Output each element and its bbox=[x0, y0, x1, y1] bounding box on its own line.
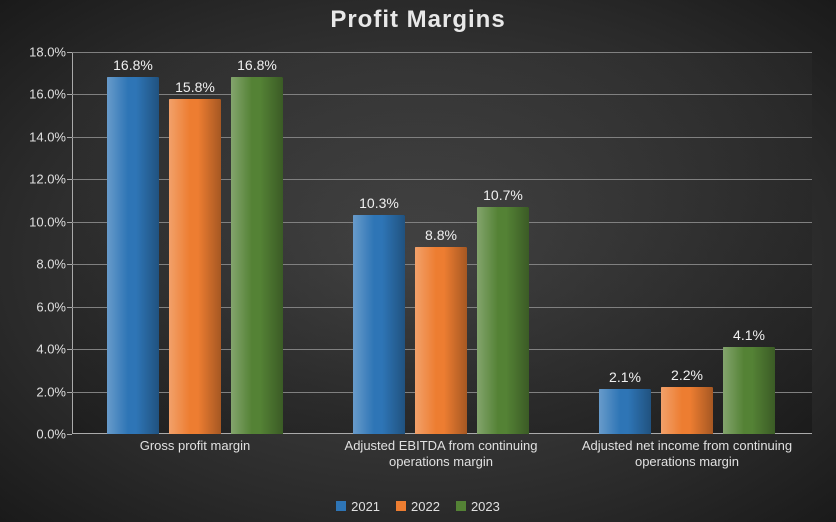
bar bbox=[599, 389, 651, 434]
y-tick-mark bbox=[67, 179, 72, 180]
data-label: 2.2% bbox=[671, 367, 703, 383]
bar bbox=[107, 77, 159, 434]
y-tick-mark bbox=[67, 94, 72, 95]
y-tick-mark bbox=[67, 349, 72, 350]
y-tick-mark bbox=[67, 222, 72, 223]
y-tick-label: 0.0% bbox=[10, 427, 66, 442]
data-label: 16.8% bbox=[237, 57, 277, 73]
gridline bbox=[72, 52, 812, 53]
data-label: 4.1% bbox=[733, 327, 765, 343]
legend-swatch bbox=[396, 501, 406, 511]
legend-item: 2023 bbox=[456, 499, 500, 514]
legend-swatch bbox=[336, 501, 346, 511]
data-label: 2.1% bbox=[609, 369, 641, 385]
bar bbox=[415, 247, 467, 434]
category-label: Adjusted EBITDA from continuing operatio… bbox=[318, 438, 564, 471]
y-tick-label: 16.0% bbox=[10, 87, 66, 102]
data-label: 8.8% bbox=[425, 227, 457, 243]
y-tick-label: 6.0% bbox=[10, 299, 66, 314]
legend-label: 2023 bbox=[471, 499, 500, 514]
bar bbox=[477, 207, 529, 434]
y-tick-label: 12.0% bbox=[10, 172, 66, 187]
y-tick-label: 8.0% bbox=[10, 257, 66, 272]
y-tick-mark bbox=[67, 434, 72, 435]
y-tick-mark bbox=[67, 307, 72, 308]
y-tick-label: 4.0% bbox=[10, 342, 66, 357]
bar bbox=[661, 387, 713, 434]
y-tick-label: 14.0% bbox=[10, 129, 66, 144]
data-label: 10.7% bbox=[483, 187, 523, 203]
y-tick-mark bbox=[67, 264, 72, 265]
legend-label: 2022 bbox=[411, 499, 440, 514]
y-tick-mark bbox=[67, 392, 72, 393]
y-tick-mark bbox=[67, 52, 72, 53]
y-tick-label: 18.0% bbox=[10, 45, 66, 60]
y-tick-label: 2.0% bbox=[10, 384, 66, 399]
data-label: 10.3% bbox=[359, 195, 399, 211]
legend-item: 2021 bbox=[336, 499, 380, 514]
legend-label: 2021 bbox=[351, 499, 380, 514]
legend-swatch bbox=[456, 501, 466, 511]
category-label: Adjusted net income from continuing oper… bbox=[564, 438, 810, 471]
data-label: 15.8% bbox=[175, 79, 215, 95]
y-tick-label: 10.0% bbox=[10, 214, 66, 229]
data-label: 16.8% bbox=[113, 57, 153, 73]
category-label: Gross profit margin bbox=[72, 438, 318, 454]
bar bbox=[353, 215, 405, 434]
bar bbox=[169, 99, 221, 434]
legend-item: 2022 bbox=[396, 499, 440, 514]
legend: 2021 2022 2023 bbox=[0, 499, 836, 515]
y-tick-mark bbox=[67, 137, 72, 138]
bar bbox=[723, 347, 775, 434]
y-axis bbox=[72, 52, 73, 434]
bar bbox=[231, 77, 283, 434]
chart-title: Profit Margins bbox=[0, 6, 836, 34]
